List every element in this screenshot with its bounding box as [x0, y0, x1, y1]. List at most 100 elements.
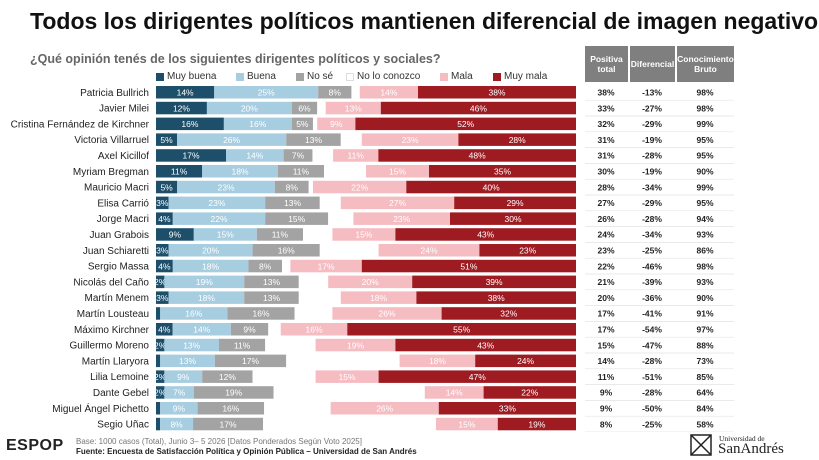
- category-label: Miguel Ángel Pichetto: [52, 402, 149, 415]
- bar-segment: [193, 228, 257, 241]
- bar-segment: [479, 244, 576, 257]
- positiva-total-value: 21%: [597, 277, 614, 287]
- bar-segment: [164, 275, 245, 289]
- diferencial-value: -28%: [642, 356, 662, 366]
- data-label: 24%: [420, 245, 437, 255]
- bar-segment: [416, 291, 576, 304]
- bar-segment: [156, 354, 161, 368]
- bar-segment: [475, 354, 576, 368]
- bar-segment: [156, 212, 173, 225]
- data-label: 13%: [263, 293, 280, 303]
- data-label: 11%: [171, 166, 188, 176]
- bar-segment: [328, 275, 413, 289]
- bar-segment: [315, 338, 396, 352]
- conocimiento-value: 73%: [696, 356, 713, 366]
- bar-segment: [160, 307, 228, 320]
- bar-segment: [156, 196, 169, 210]
- bar-segment: [156, 307, 161, 320]
- data-label: 13%: [179, 356, 196, 366]
- data-label: 2%: [154, 388, 167, 398]
- bar-segment: [273, 386, 425, 399]
- bar-segment: [483, 386, 576, 399]
- conocimiento-value: 95%: [696, 198, 713, 208]
- data-label: 29%: [507, 198, 524, 208]
- data-label: 14%: [193, 324, 210, 334]
- category-label: Martín Llaryora: [82, 356, 150, 367]
- data-label: 24%: [517, 356, 534, 366]
- bar-segment: [417, 86, 576, 99]
- diferencial-value: -19%: [642, 166, 662, 176]
- category-label: Mauricio Macri: [84, 183, 149, 194]
- bar-segment: [380, 101, 576, 115]
- data-label: 18%: [429, 356, 446, 366]
- positiva-total-value: 9%: [600, 403, 613, 413]
- bar-segment: [202, 370, 253, 383]
- data-label: 3%: [156, 198, 169, 208]
- bar-segment: [454, 196, 576, 210]
- conocimiento-value: 88%: [696, 340, 713, 350]
- positiva-total-value: 15%: [597, 340, 614, 350]
- data-label: 15%: [339, 372, 356, 382]
- bar-segment: [283, 149, 313, 162]
- category-label: Guillermo Moreno: [70, 341, 150, 352]
- data-label: 55%: [453, 324, 470, 334]
- data-label: 39%: [486, 277, 503, 287]
- bar-segment: [312, 180, 407, 194]
- bar-segment: [164, 370, 203, 383]
- data-label: 33%: [499, 403, 516, 413]
- bar-segment: [298, 275, 329, 289]
- legend-label: No sé: [307, 71, 334, 82]
- data-label: 27%: [389, 198, 406, 208]
- bar-segment: [319, 244, 379, 257]
- bar-segment: [160, 417, 194, 431]
- diferencial-value: -29%: [642, 119, 662, 129]
- category-label: Myriam Bregman: [73, 167, 149, 178]
- data-label: 26%: [376, 403, 393, 413]
- bar-segment: [286, 133, 341, 146]
- data-label: 22%: [351, 182, 368, 192]
- positiva-total-value: 20%: [597, 293, 614, 303]
- category-label: Axel Kicillof: [98, 151, 149, 162]
- category-label: Juan Grabois: [90, 230, 149, 241]
- data-label: 17%: [318, 261, 335, 271]
- espop-logo: ESPOP: [6, 437, 64, 455]
- data-label: 13%: [305, 135, 322, 145]
- legend-swatch: [296, 72, 304, 81]
- bar-segment: [366, 165, 429, 178]
- category-label: Nicolás del Caño: [73, 277, 149, 288]
- bar-segment: [318, 86, 352, 99]
- data-label: 17%: [242, 356, 259, 366]
- diferencial-value: -54%: [642, 324, 662, 334]
- data-label: 19%: [225, 388, 242, 398]
- data-label: 6%: [298, 103, 311, 113]
- bar-segment: [315, 370, 379, 383]
- positiva-total-value: 31%: [597, 135, 614, 145]
- data-label: 13%: [284, 198, 301, 208]
- data-label: 26%: [223, 135, 240, 145]
- data-label: 3%: [156, 245, 169, 255]
- bar-segment: [340, 291, 417, 304]
- conocimiento-value: 98%: [696, 261, 713, 271]
- conocimiento-value: 58%: [696, 419, 713, 429]
- data-label: 48%: [469, 151, 486, 161]
- legend-swatch: [493, 72, 501, 81]
- category-label: Javier Milei: [99, 104, 149, 115]
- data-label: 14%: [177, 87, 194, 97]
- legend-label: Mala: [451, 71, 473, 82]
- bar-segment: [206, 101, 292, 115]
- data-label: 35%: [494, 166, 511, 176]
- category-label: Segio Uñac: [97, 420, 149, 431]
- bar-segment: [280, 323, 348, 336]
- category-label: Cristina Fernández de Kirchner: [11, 119, 150, 130]
- bar-segment: [214, 86, 319, 99]
- data-label: 22%: [210, 214, 227, 224]
- bar-segment: [441, 307, 576, 320]
- bar-segment: [156, 228, 194, 241]
- positiva-total-value: 28%: [597, 182, 614, 192]
- bar-segment: [355, 117, 576, 131]
- bar-segment: [156, 86, 215, 99]
- bar-segment: [219, 338, 266, 352]
- data-label: 46%: [470, 103, 487, 113]
- data-label: 9%: [169, 230, 182, 240]
- conocimiento-value: 84%: [696, 403, 713, 413]
